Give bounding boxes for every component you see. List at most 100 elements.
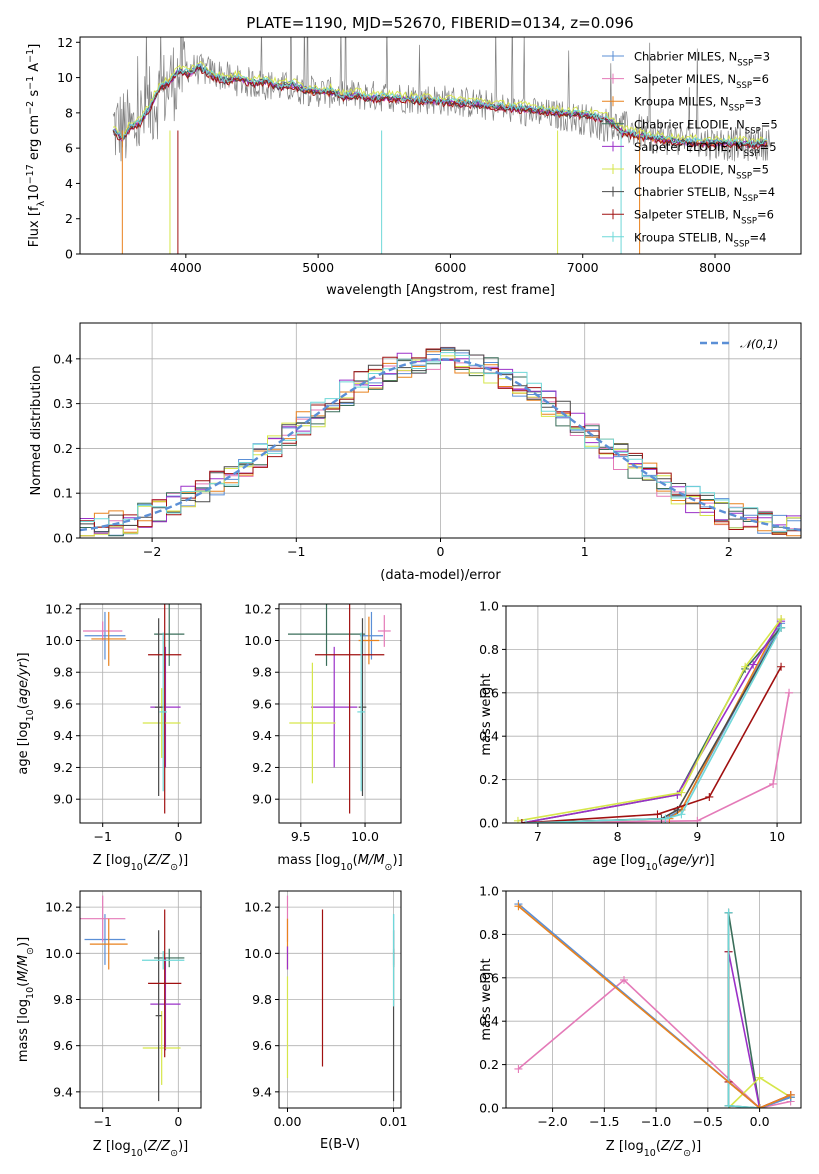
model-line-kroupa-elodie bbox=[112, 60, 768, 143]
point-marker bbox=[755, 1104, 764, 1108]
y-tick-label: 10.0 bbox=[45, 633, 73, 648]
y-axis-label: Flux [fλ10−17 erg cm−2 s−1 A−1] bbox=[25, 44, 47, 248]
y-tick-label: 10.0 bbox=[244, 946, 272, 961]
error-point-salpeter-stelib bbox=[148, 604, 182, 814]
y-tick-label: 0.4 bbox=[479, 1014, 499, 1029]
point-marker bbox=[673, 790, 682, 799]
x-tick-label: 0 bbox=[437, 544, 445, 559]
error-point-chabrier-stelib bbox=[155, 930, 162, 1102]
point-marker bbox=[514, 1064, 523, 1073]
point-marker bbox=[785, 688, 794, 697]
y-axis-label: age [log10(age/yr)] bbox=[16, 652, 36, 774]
plot-area-mass_vs_Z bbox=[80, 895, 185, 1102]
y-tick-label: 9.0 bbox=[53, 792, 73, 807]
error-point-salpeter-stelib bbox=[314, 604, 385, 814]
point-marker bbox=[786, 1090, 795, 1099]
point-marker bbox=[769, 779, 778, 788]
y-tick-label: 10.0 bbox=[244, 633, 272, 648]
y-axis-label: Normed distribution bbox=[29, 366, 44, 496]
x-axis-label: Z [log10(Z/Z⊙)] bbox=[606, 1139, 701, 1159]
error-point-chabrier-miles bbox=[359, 611, 384, 660]
error-point-kroupa-stelib bbox=[357, 632, 366, 792]
x-tick-label: 0.00 bbox=[274, 1114, 302, 1129]
x-axis-label: (data-model)/error bbox=[380, 568, 501, 583]
legend-label: Salpeter STELIB, NSSP=6 bbox=[634, 208, 774, 227]
plot-area-mass_weight_vs_age bbox=[513, 615, 794, 823]
point-marker bbox=[653, 810, 662, 819]
axes-mass_vs_ebv: 0.00 0.01 9.4 9.6 9.8 10.0 10.2 E(B-V) bbox=[244, 890, 407, 1152]
y-axis-label: mass weight bbox=[479, 958, 494, 1040]
x-tick-label: −2 bbox=[143, 544, 161, 559]
series-line-salpeter-miles bbox=[517, 978, 791, 1108]
x-tick-label: 0 bbox=[174, 829, 182, 844]
axes-mass_weight_vs_age: 7 8 9 10 0.0 0.2 0.4 0.6 0.8 1.0 age [log10(age/yr… bbox=[479, 599, 802, 873]
series-line-salpeter-miles bbox=[521, 692, 790, 823]
legend-label: Kroupa ELODIE, NSSP=5 bbox=[634, 163, 769, 182]
x-tick-label: −0.5 bbox=[693, 1114, 723, 1129]
y-tick-label: 0.6 bbox=[479, 970, 499, 985]
series-line-kroupa-elodie bbox=[517, 618, 782, 822]
legend-label: Salpeter MILES, NSSP=6 bbox=[634, 72, 769, 91]
point-marker bbox=[724, 1101, 733, 1108]
y-tick-label: 10.2 bbox=[244, 900, 272, 915]
gaussian-curve bbox=[80, 358, 801, 532]
series-line-chabrier-stelib bbox=[521, 627, 782, 823]
legend-label: Chabrier STELIB, NSSP=4 bbox=[634, 185, 775, 204]
legend-label: Chabrier MILES, NSSP=3 bbox=[634, 50, 770, 69]
y-tick-label: 10 bbox=[57, 70, 73, 85]
point-marker bbox=[521, 819, 530, 823]
point-marker bbox=[749, 660, 758, 669]
x-tick-label: 10 bbox=[769, 829, 785, 844]
error-point-salpeter-miles bbox=[377, 615, 391, 647]
series-line-kroupa-miles bbox=[517, 905, 791, 1108]
x-tick-label: −2.0 bbox=[537, 1114, 567, 1129]
x-tick-label: −1 bbox=[93, 1114, 111, 1129]
x-tick-label: 7000 bbox=[567, 260, 599, 275]
x-tick-label: 1 bbox=[581, 544, 589, 559]
error-point-salpeter-elodie bbox=[150, 957, 181, 1051]
y-tick-label: 12 bbox=[57, 35, 73, 50]
y-tick-label: 0.8 bbox=[479, 642, 499, 657]
point-marker bbox=[724, 908, 733, 917]
legend-label: Salpeter ELODIE, NSSP=5 bbox=[634, 140, 777, 159]
series-line-salpeter-elodie bbox=[521, 620, 782, 823]
legend-label: 𝒩(0,1) bbox=[740, 337, 778, 351]
axes-age_vs_Z: −1 0 9.0 9.2 9.4 9.6 9.8 10.0 10.2 Z [log10(Z/Z⊙)… bbox=[16, 601, 202, 873]
y-tick-label: 9.8 bbox=[53, 992, 73, 1007]
error-point-kroupa-elodie bbox=[142, 688, 181, 758]
x-tick-label: 8 bbox=[614, 829, 622, 844]
point-marker bbox=[514, 902, 523, 911]
y-tick-label: 10.0 bbox=[45, 946, 73, 961]
plot-area-mass_vs_ebv bbox=[286, 895, 395, 1102]
y-tick-label: 0.2 bbox=[53, 441, 73, 456]
error-point-kroupa-miles bbox=[89, 918, 128, 970]
point-marker bbox=[677, 788, 686, 797]
y-tick-label: 0.4 bbox=[479, 729, 499, 744]
point-marker bbox=[777, 615, 786, 624]
error-point-chabrier-stelib bbox=[358, 618, 367, 797]
page-title: PLATE=1190, MJD=52670, FIBERID=0134, z=0… bbox=[246, 14, 633, 32]
series-line-chabrier-elodie bbox=[521, 627, 782, 823]
y-tick-label: 0.0 bbox=[53, 531, 73, 546]
y-tick-label: 1.0 bbox=[479, 884, 499, 899]
error-point-salpeter-miles bbox=[80, 895, 126, 942]
y-axis-label: mass [log10(M/M⊙)] bbox=[16, 937, 36, 1062]
y-tick-label: 4 bbox=[65, 176, 73, 191]
axes-frame bbox=[505, 890, 802, 1109]
x-tick-label: 2 bbox=[725, 544, 733, 559]
error-point-kroupa-stelib bbox=[142, 951, 185, 970]
y-tick-label: 0.4 bbox=[53, 351, 73, 366]
error-point-salpeter-miles bbox=[83, 621, 123, 641]
error-point-kroupa-elodie bbox=[289, 662, 336, 784]
point-marker bbox=[661, 814, 670, 823]
x-axis-label: Z [log10(Z/Z⊙)] bbox=[93, 853, 188, 873]
x-tick-label: 6000 bbox=[435, 260, 467, 275]
histogram-kroupa-stelib bbox=[80, 352, 801, 533]
point-marker bbox=[513, 816, 522, 823]
error-point-kroupa-elodie bbox=[142, 1011, 181, 1085]
y-axis-label: mass weight bbox=[479, 673, 494, 755]
y-tick-label: 0.2 bbox=[479, 1057, 499, 1072]
error-point-chabrier-miles bbox=[84, 611, 126, 660]
y-tick-label: 0.0 bbox=[479, 1101, 499, 1116]
